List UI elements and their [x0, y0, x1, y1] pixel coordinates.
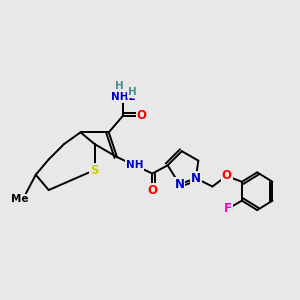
- Text: O: O: [137, 109, 147, 122]
- Text: F: F: [224, 202, 232, 215]
- Text: O: O: [222, 169, 232, 182]
- Text: O: O: [147, 184, 158, 196]
- Text: N: N: [191, 172, 201, 185]
- Text: H: H: [115, 81, 124, 92]
- Text: NH: NH: [126, 160, 143, 170]
- Text: NH2: NH2: [110, 92, 135, 102]
- Text: S: S: [90, 164, 99, 176]
- Text: H: H: [128, 87, 137, 97]
- Text: N: N: [174, 178, 184, 191]
- Text: Me: Me: [11, 194, 28, 205]
